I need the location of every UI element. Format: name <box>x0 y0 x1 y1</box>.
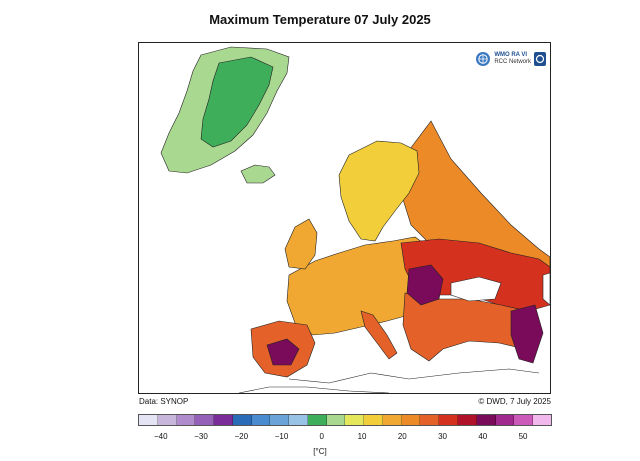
temperature-map: WMO RA VI RCC Network <box>138 42 551 394</box>
black-sea <box>450 276 502 302</box>
un-emblem-icon <box>476 52 491 66</box>
colorbar-cell <box>458 415 477 425</box>
colorbar-tick-label: −20 <box>234 432 249 441</box>
colorbar-tick-label: 0 <box>319 432 324 441</box>
colorbar-ticks: −40 −30 −20 −10 0 10 20 30 40 50 <box>138 432 552 444</box>
colorbar-cell <box>364 415 383 425</box>
rcc-network-icon <box>534 52 546 66</box>
colorbar-cell <box>420 415 440 425</box>
mediterranean-coast <box>288 368 540 384</box>
wmo-logo: WMO RA VI RCC Network <box>475 51 546 67</box>
greenland-interior <box>200 56 274 148</box>
colorbar-unit: [°C] <box>313 447 327 456</box>
colorbar-tick-label: 20 <box>397 432 407 441</box>
colorbar-cell <box>514 415 534 425</box>
caspian-sea <box>542 272 550 306</box>
colorbar-tick-label: −30 <box>194 432 208 441</box>
colorbar-cell <box>326 415 346 425</box>
colorbar-cell <box>195 415 215 425</box>
colorbar-cell <box>439 415 459 425</box>
iceland-region <box>240 164 276 184</box>
scandinavia-region <box>338 140 420 242</box>
colorbar-cell <box>289 415 308 425</box>
map-canvas <box>160 46 550 393</box>
colorbar-tick-label: 30 <box>438 432 447 441</box>
colorbar-cell <box>251 415 271 425</box>
colorbar-tick-label: 40 <box>478 432 488 441</box>
colorbar-tick-label: 50 <box>518 432 528 441</box>
colorbar-cell <box>176 415 196 425</box>
british-isles-region <box>284 218 318 270</box>
colorbar-cell <box>270 415 290 425</box>
north-africa-coast <box>238 386 390 393</box>
iberia-hot-core <box>266 338 300 366</box>
logo-line2: RCC Network <box>494 59 531 65</box>
italy-region <box>360 310 398 360</box>
colorbar-cell <box>476 415 496 425</box>
colorbar-cell <box>382 415 402 425</box>
colorbar-tick-label: −10 <box>274 432 289 441</box>
map-title: Maximum Temperature 07 July 2025 <box>209 12 431 27</box>
colorbar-cell <box>533 415 551 425</box>
balkan-hot-core <box>406 264 444 306</box>
levant-hot-core <box>510 304 544 364</box>
colorbar-cell <box>214 415 233 425</box>
colorbar-cell <box>345 415 365 425</box>
colorbar-cell <box>307 415 327 425</box>
copyright: © DWD, 7 July 2025 <box>478 397 551 406</box>
logo-line1: WMO RA VI <box>494 52 528 58</box>
colorbar-cell <box>139 415 158 425</box>
data-source: Data: SYNOP <box>139 397 189 406</box>
temperature-colorbar <box>138 414 552 426</box>
colorbar-cell <box>401 415 421 425</box>
logo-text: WMO RA VI RCC Network <box>494 52 531 66</box>
colorbar-cell <box>232 415 252 425</box>
colorbar-cell <box>495 415 515 425</box>
colorbar-tick-label: 10 <box>357 432 367 441</box>
colorbar-cell <box>157 415 177 425</box>
colorbar-tick-label: −40 <box>153 432 168 441</box>
